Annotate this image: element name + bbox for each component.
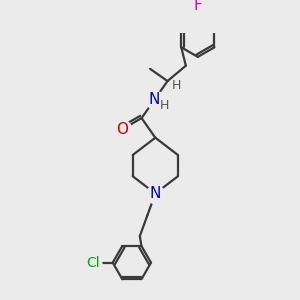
Text: O: O <box>116 122 128 137</box>
Text: H: H <box>160 99 169 112</box>
Text: N: N <box>149 92 160 107</box>
Text: Cl: Cl <box>86 256 100 270</box>
Text: N: N <box>150 186 161 201</box>
Text: H: H <box>172 79 182 92</box>
Text: F: F <box>194 0 202 13</box>
